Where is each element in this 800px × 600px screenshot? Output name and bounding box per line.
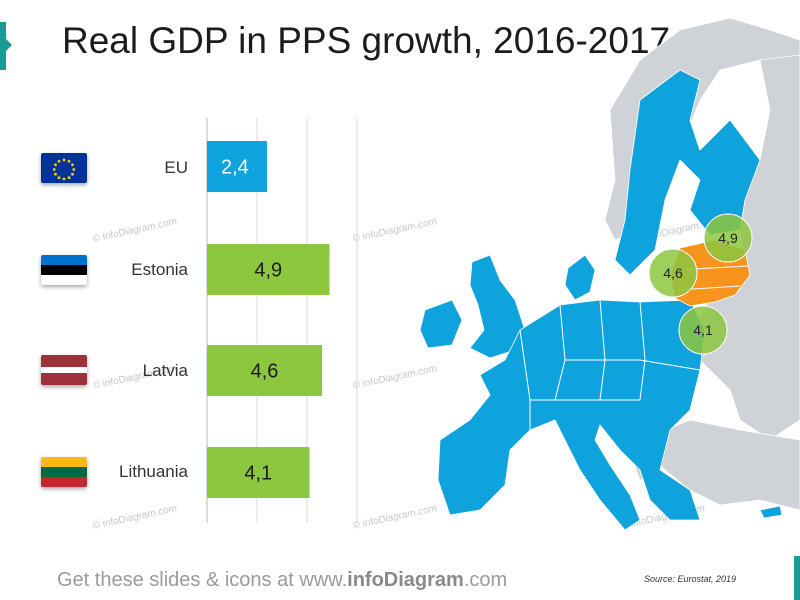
map-uk	[469, 254, 526, 359]
chart-bars: 2,4 4,9 4,6 4,1	[207, 141, 330, 498]
category-label-estonia: Estonia	[131, 260, 188, 279]
category-label-eu: EU	[164, 158, 188, 177]
slide-title: Real GDP in PPS growth, 2016-2017	[62, 20, 671, 61]
latvia-flag-icon	[41, 355, 87, 385]
bar-value-label: 4,9	[254, 260, 282, 282]
bar-lithuania	[207, 447, 310, 498]
bar-value-label: 4,1	[244, 463, 272, 485]
map-ireland	[419, 299, 463, 349]
country-borders	[519, 119, 701, 430]
right-accent-marker	[794, 556, 800, 600]
bar-eu	[207, 141, 267, 192]
map-denmark	[564, 254, 596, 301]
bar-value-label: 2,4	[221, 157, 249, 179]
left-accent-marker	[0, 22, 12, 70]
map-mainland-eu	[437, 299, 706, 531]
lithuania-flag-icon	[41, 457, 87, 487]
map-bubble-latvia	[648, 248, 698, 298]
source-note: Source: Eurostat, 2019	[644, 574, 737, 584]
map-bubble-estonia	[703, 213, 753, 263]
category-label-latvia: Latvia	[142, 361, 188, 380]
bar-estonia	[207, 244, 330, 295]
footer-brand: infoDiagram	[347, 569, 464, 591]
category-label-lithuania: Lithuania	[118, 462, 188, 481]
estonia-flag-icon	[41, 255, 87, 285]
map-cyprus	[759, 505, 783, 519]
footer-prefix: Get these slides & icons at www.	[57, 569, 348, 591]
bar-latvia	[207, 345, 322, 396]
map-balkans-turkey	[639, 419, 800, 511]
footer-suffix: .com	[463, 569, 508, 591]
eu-flag-icon	[41, 153, 87, 183]
map-bubble-label: 4,6	[663, 265, 683, 281]
bar-value-label: 4,6	[251, 361, 279, 383]
map-bubble-label: 4,9	[718, 230, 738, 246]
footer-promo[interactable]: Get these slides & icons at www.infoDiag…	[57, 569, 507, 592]
map-bubble-label: 4,1	[693, 322, 713, 338]
map-bubbles: 4,9 4,6 4,1	[648, 213, 753, 355]
map-bubble-lithuania	[678, 305, 728, 355]
